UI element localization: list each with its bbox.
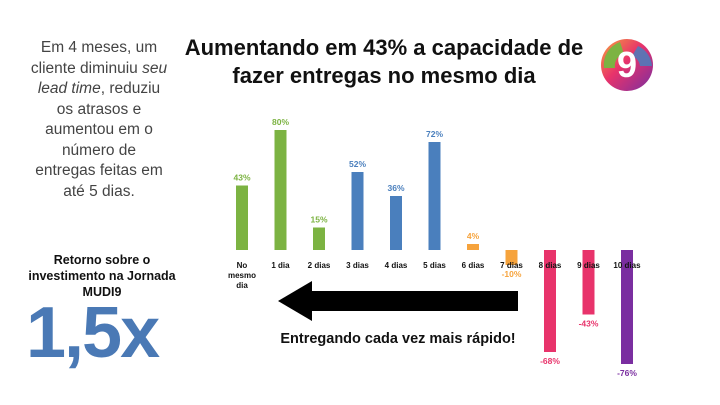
bar-6 [428, 142, 441, 250]
bar-10 [582, 250, 595, 315]
summary-line-1: Em 4 meses, um cliente diminuiu [30, 39, 158, 77]
bar-value-label-3: 15% [310, 215, 327, 225]
bar-value-label-5: 36% [387, 183, 404, 193]
bar-5 [390, 196, 402, 250]
bar-2 [274, 130, 287, 250]
bar-7 [467, 244, 479, 250]
summary-line-3: reduziu os atrasos e aumentou em o númer… [35, 80, 163, 200]
bar-8 [505, 250, 518, 265]
svg-text:9: 9 [617, 44, 637, 85]
mudi9-logo-icon: 9 [601, 39, 653, 91]
category-label-10: 9 dias [577, 261, 600, 270]
roi-label: Retorno sobre o investimento na Jornada … [28, 253, 176, 299]
summary-lead-time: seu lead time [37, 59, 168, 98]
bar-value-label-2: 80% [272, 117, 289, 127]
category-label-1: No mesmo dia [228, 261, 256, 290]
bar-1 [236, 185, 248, 250]
category-label-11: 10 dias [613, 261, 641, 270]
left-arrow-icon [278, 281, 518, 321]
summary-comma: , [100, 80, 106, 97]
bar-value-label-9: -68% [540, 356, 560, 366]
bar-4 [351, 172, 364, 250]
summary-text: Em 4 meses, um cliente diminuiu seu lead… [30, 38, 168, 202]
bar-3 [313, 227, 325, 250]
category-label-5: 4 dias [385, 261, 408, 270]
category-label-8: 7 dias [500, 261, 523, 270]
category-label-9: 8 dias [539, 261, 562, 270]
category-label-3: 2 dias [308, 261, 331, 270]
roi-value: 1,5x [26, 293, 160, 373]
bar-value-label-8: -10% [502, 269, 522, 279]
bar-11 [621, 250, 633, 364]
bar-value-label-1: 43% [233, 173, 250, 183]
bar-value-label-10: -43% [579, 319, 599, 329]
category-label-6: 5 dias [423, 261, 446, 270]
category-label-2: 1 dia [271, 261, 290, 270]
bar-value-label-11: -76% [617, 368, 637, 378]
category-label-4: 3 dias [346, 261, 369, 270]
bar-value-label-4: 52% [349, 159, 366, 169]
bar-value-label-6: 72% [426, 129, 443, 139]
bar-value-label-7: 4% [467, 231, 480, 241]
page-title: Aumentando em 43% a capacidade de fazer … [184, 35, 584, 88]
bar-9 [544, 250, 556, 352]
arrow-caption: Entregando cada vez mais rápido! [280, 331, 516, 347]
category-label-7: 6 dias [462, 261, 485, 270]
